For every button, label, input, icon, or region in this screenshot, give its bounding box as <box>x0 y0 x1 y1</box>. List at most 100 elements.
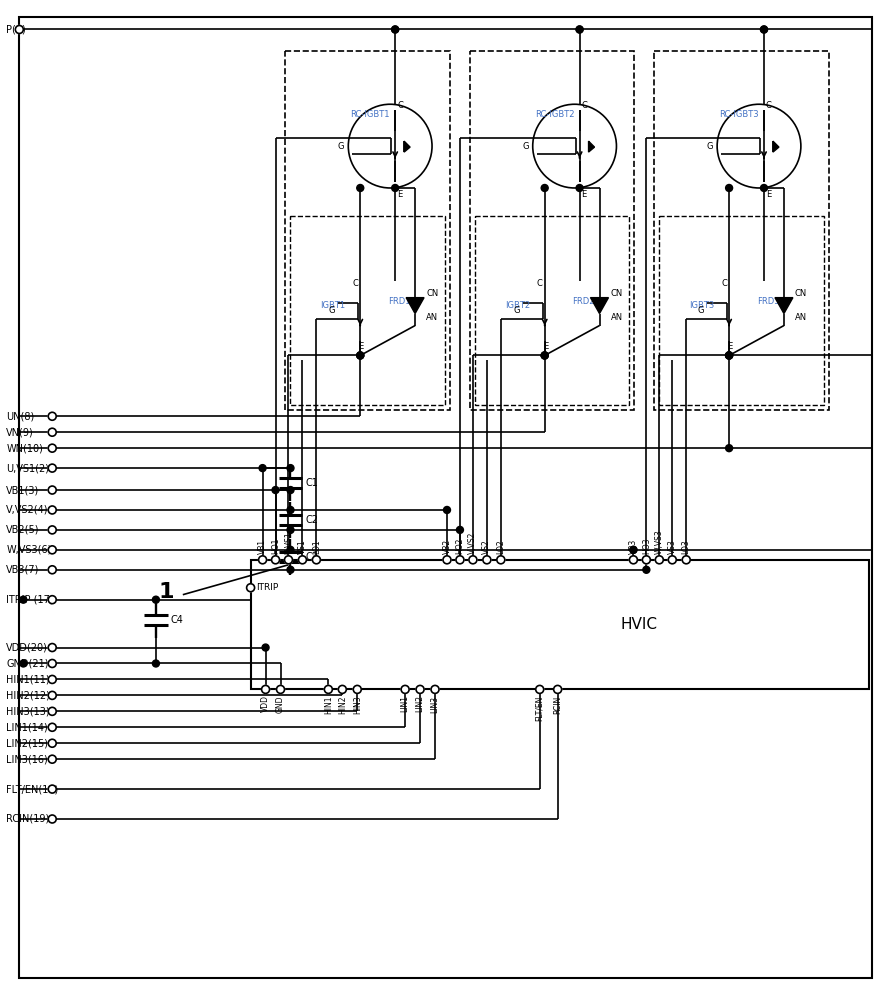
Circle shape <box>641 556 649 564</box>
Circle shape <box>48 644 56 652</box>
Bar <box>470 51 633 410</box>
Circle shape <box>456 526 462 533</box>
Circle shape <box>259 465 266 472</box>
Circle shape <box>48 659 56 667</box>
Circle shape <box>48 546 56 554</box>
Text: E: E <box>581 190 587 199</box>
Bar <box>290 216 445 405</box>
Polygon shape <box>590 298 608 314</box>
Text: LIN2(15): LIN2(15) <box>6 738 49 748</box>
Text: HO3: HO3 <box>641 537 650 554</box>
Circle shape <box>681 556 689 564</box>
Text: IGBT2: IGBT2 <box>504 301 529 310</box>
Text: HO1: HO1 <box>271 537 280 554</box>
Text: HVIC: HVIC <box>620 617 657 632</box>
Circle shape <box>287 566 293 573</box>
Circle shape <box>575 26 582 33</box>
Text: RCIN(19): RCIN(19) <box>6 814 50 824</box>
Text: V,VS2: V,VS2 <box>468 531 477 554</box>
Text: FRD2: FRD2 <box>572 297 595 306</box>
Circle shape <box>338 685 346 693</box>
Circle shape <box>48 596 56 604</box>
Text: HIN1(11): HIN1(11) <box>6 674 50 684</box>
Bar <box>285 51 449 410</box>
Circle shape <box>48 691 56 699</box>
Polygon shape <box>406 298 424 314</box>
Text: AN: AN <box>794 313 806 322</box>
Circle shape <box>287 487 293 494</box>
Text: G: G <box>697 306 703 315</box>
Text: E: E <box>766 190 770 199</box>
Text: UN(8): UN(8) <box>6 411 35 421</box>
Circle shape <box>261 644 268 651</box>
Text: VB1(3): VB1(3) <box>6 485 40 495</box>
Circle shape <box>48 707 56 715</box>
Text: LO2: LO2 <box>496 539 505 554</box>
Text: CN: CN <box>425 289 438 298</box>
Circle shape <box>455 556 463 564</box>
Circle shape <box>575 26 582 33</box>
Text: HIN1: HIN1 <box>323 695 332 714</box>
Text: C: C <box>536 279 542 288</box>
Text: G: G <box>522 142 528 151</box>
Text: LO1: LO1 <box>312 539 321 554</box>
Circle shape <box>356 352 363 359</box>
Circle shape <box>48 464 56 472</box>
Circle shape <box>48 486 56 494</box>
Circle shape <box>152 596 159 603</box>
Text: VB1: VB1 <box>258 539 267 554</box>
Text: FLT/EN(18): FLT/EN(18) <box>6 784 58 794</box>
Circle shape <box>553 685 561 693</box>
Circle shape <box>287 546 293 553</box>
Text: VB2: VB2 <box>442 539 451 554</box>
Circle shape <box>642 566 649 573</box>
Circle shape <box>725 352 732 359</box>
Circle shape <box>261 685 269 693</box>
Circle shape <box>629 556 637 564</box>
Circle shape <box>312 556 320 564</box>
Text: LIN1(14): LIN1(14) <box>6 722 48 732</box>
Circle shape <box>287 526 293 533</box>
Text: W,VS3(6): W,VS3(6) <box>6 545 51 555</box>
Circle shape <box>19 660 27 667</box>
Polygon shape <box>772 141 778 152</box>
Circle shape <box>356 352 363 359</box>
Circle shape <box>48 739 56 747</box>
Text: VDD: VDD <box>260 695 269 712</box>
Circle shape <box>48 723 56 731</box>
Circle shape <box>259 556 267 564</box>
Circle shape <box>725 184 732 191</box>
Circle shape <box>287 506 293 513</box>
Text: C: C <box>352 279 358 288</box>
Circle shape <box>271 556 279 564</box>
Circle shape <box>725 445 732 452</box>
Text: C: C <box>766 101 771 110</box>
Circle shape <box>287 465 293 472</box>
Circle shape <box>442 556 450 564</box>
Text: LIN3(16): LIN3(16) <box>6 754 48 764</box>
Circle shape <box>629 546 636 553</box>
Text: E: E <box>358 342 363 351</box>
Text: VB2(5): VB2(5) <box>6 525 40 535</box>
Circle shape <box>284 556 292 564</box>
Circle shape <box>400 685 408 693</box>
Text: VDD(20): VDD(20) <box>6 643 48 653</box>
Circle shape <box>15 25 23 33</box>
Circle shape <box>540 352 548 359</box>
Text: HO2: HO2 <box>455 537 464 554</box>
Circle shape <box>392 26 398 33</box>
Circle shape <box>575 184 582 191</box>
Text: LIN1: LIN1 <box>400 695 409 712</box>
Circle shape <box>667 556 675 564</box>
Circle shape <box>48 506 56 514</box>
Circle shape <box>276 685 284 693</box>
Text: GND: GND <box>276 695 284 713</box>
Text: C4: C4 <box>171 615 183 625</box>
Text: ITRIP (17): ITRIP (17) <box>6 595 54 605</box>
Text: V,VS2(4): V,VS2(4) <box>6 505 49 515</box>
Text: E: E <box>397 190 402 199</box>
Text: CN: CN <box>794 289 806 298</box>
Text: G: G <box>706 142 712 151</box>
Circle shape <box>759 26 766 33</box>
Circle shape <box>482 556 490 564</box>
